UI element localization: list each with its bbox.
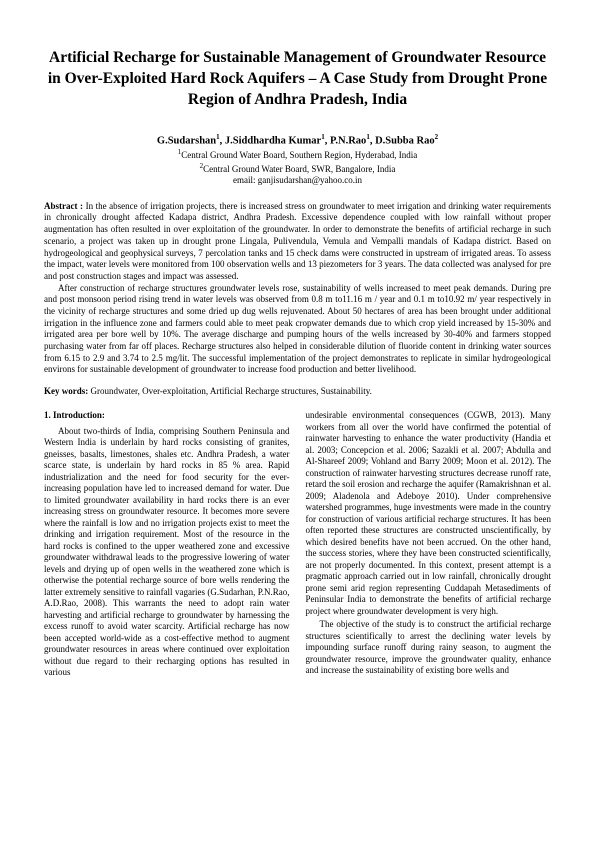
keywords-block: Key words: Groundwater, Over-exploitatio… — [44, 386, 551, 396]
keywords-label: Key words: — [44, 386, 88, 396]
abstract-label: Abstract : — [44, 201, 83, 211]
abstract-block: Abstract : In the absence of irrigation … — [44, 201, 551, 376]
right-column: undesirable environmental consequences (… — [306, 410, 552, 681]
two-column-body: 1. Introduction: About two-thirds of Ind… — [44, 410, 551, 681]
left-column: 1. Introduction: About two-thirds of Ind… — [44, 410, 290, 681]
keywords-text: Groundwater, Over-exploitation, Artifici… — [88, 386, 372, 396]
contact-email: email: ganjisudarshan@yahoo.co.in — [44, 175, 551, 185]
intro-paragraph-2: The objective of the study is to constru… — [306, 619, 552, 677]
intro-paragraph-1-cont: undesirable environmental consequences (… — [306, 410, 552, 617]
abstract-text-1: In the absence of irrigation projects, t… — [44, 201, 551, 281]
affiliation-1: 1Central Ground Water Board, Southern Re… — [44, 148, 551, 161]
abstract-text-2: After construction of recharge structure… — [44, 283, 551, 377]
affiliation-2: 2Central Ground Water Board, SWR, Bangal… — [44, 162, 551, 175]
section-1-heading: 1. Introduction: — [44, 410, 290, 422]
author-line: G.Sudarshan1, J.Siddhardha Kumar1, P.N.R… — [44, 133, 551, 147]
page-root: Artificial Recharge for Sustainable Mana… — [0, 0, 595, 721]
intro-paragraph-1: About two-thirds of India, comprising So… — [44, 426, 290, 679]
paper-title: Artificial Recharge for Sustainable Mana… — [44, 48, 551, 111]
